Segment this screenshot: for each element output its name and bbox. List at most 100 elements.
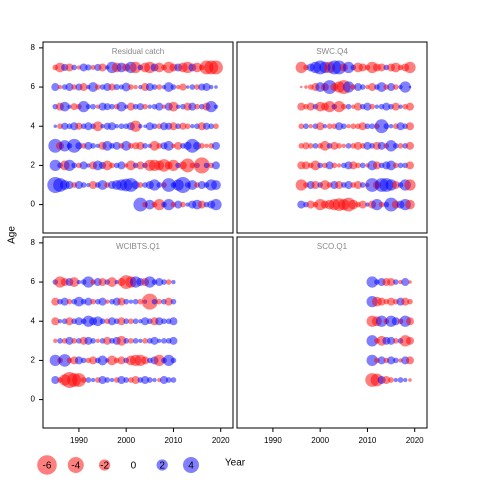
bubble: [398, 104, 403, 109]
bubble: [342, 61, 355, 74]
bubble: [116, 101, 127, 112]
panel-frame: [236, 236, 428, 429]
bubble: [194, 84, 200, 90]
bubble: [60, 297, 69, 306]
bubble: [391, 181, 400, 190]
bubble: [65, 63, 74, 72]
bubble: [145, 122, 154, 131]
bubble: [355, 162, 361, 169]
bubble: [399, 81, 411, 93]
bubble: [109, 103, 115, 110]
bubble: [80, 377, 87, 383]
bubble: [79, 83, 88, 92]
bubble: [202, 122, 211, 130]
bubble: [374, 104, 380, 109]
bubble: [316, 122, 325, 131]
y-tick-label: 4: [31, 316, 36, 325]
bubble: [90, 64, 96, 70]
bubble: [65, 336, 74, 345]
bubble: [149, 140, 160, 151]
bubble: [358, 63, 367, 72]
bubble: [392, 84, 399, 90]
bubble: [156, 298, 163, 305]
bubble: [302, 161, 311, 170]
bubble: [377, 141, 386, 150]
bubble: [392, 142, 399, 149]
bubble: [137, 298, 144, 305]
bubble: [128, 337, 134, 344]
bubble: [335, 181, 344, 190]
bubble: [175, 104, 181, 109]
bubble: [203, 162, 210, 169]
bubble: [174, 200, 183, 209]
x-tick-label: 2010: [359, 436, 377, 445]
bubble: [336, 142, 342, 149]
bubble: [348, 199, 359, 210]
bubble: [144, 276, 156, 288]
legend-bubble: [183, 457, 199, 473]
bubble: [57, 337, 63, 344]
bubble: [168, 101, 179, 112]
bubble: [131, 181, 140, 190]
bubble: [161, 279, 167, 285]
bubble: [405, 102, 414, 111]
bubble: [155, 102, 164, 111]
bubble: [67, 138, 82, 153]
bubble: [184, 123, 191, 130]
bubble: [180, 158, 195, 173]
bubble: [53, 338, 58, 344]
bubble: [84, 297, 93, 306]
bubble: [153, 198, 165, 211]
bubble: [392, 162, 399, 169]
bubble: [151, 298, 158, 305]
bubble: [123, 298, 130, 305]
bubble: [298, 123, 305, 130]
bubble: [117, 161, 126, 170]
panel-title: WCIBTS.Q1: [116, 242, 161, 251]
bubble: [133, 84, 138, 90]
bubble: [397, 377, 404, 383]
bubble: [401, 278, 410, 287]
bubble: [165, 377, 172, 383]
y-tick-label: 8: [31, 238, 36, 247]
bubble: [175, 123, 182, 130]
bubble: [90, 142, 96, 149]
bubble: [366, 276, 378, 288]
bubble: [71, 373, 86, 387]
bubble: [57, 319, 63, 324]
bubble: [74, 317, 83, 326]
bubble: [211, 141, 220, 150]
bubble: [307, 142, 314, 149]
bubble: [340, 123, 347, 130]
bubble: [102, 140, 113, 151]
bubble: [155, 278, 164, 287]
bubble: [325, 161, 334, 170]
bubble: [308, 124, 313, 129]
bubble: [74, 296, 84, 307]
bubble: [211, 161, 220, 170]
bubble: [359, 182, 366, 188]
legend-label: 0: [131, 461, 137, 472]
bubble: [192, 62, 202, 73]
bubble: [141, 376, 150, 385]
bubble: [57, 123, 63, 130]
bubble: [128, 318, 134, 325]
bubble: [49, 159, 61, 172]
bubble: [179, 83, 187, 91]
bubble: [84, 122, 93, 131]
bubble: [128, 84, 134, 90]
bubble: [126, 160, 136, 171]
bubble: [132, 103, 139, 110]
bubble: [69, 277, 80, 287]
bubble: [345, 142, 352, 149]
bubble: [67, 104, 72, 109]
bubble: [189, 162, 196, 169]
bubble: [144, 199, 155, 210]
bubble: [382, 102, 391, 111]
bubble: [188, 102, 197, 111]
bubble: [102, 160, 113, 171]
bubble: [92, 316, 103, 327]
bubble: [358, 122, 367, 131]
bubble: [335, 122, 344, 131]
bubble: [345, 103, 352, 110]
